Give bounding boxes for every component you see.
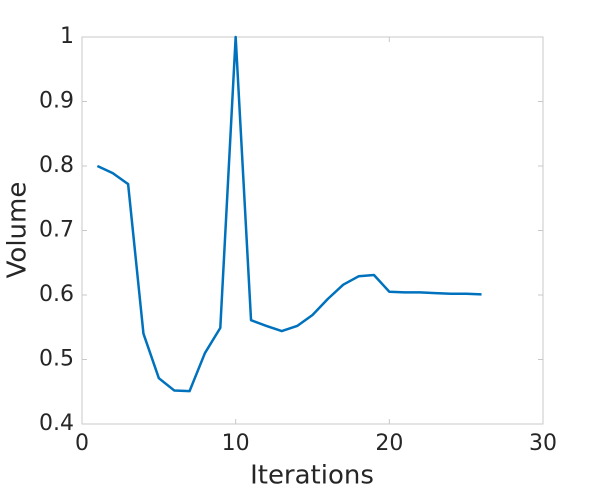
y-tick-label: 0.7 <box>39 218 74 243</box>
line <box>96 35 482 393</box>
y-axis-label: Volume <box>3 182 33 279</box>
y-tick-label: 1 <box>60 24 74 49</box>
y-tick-label: 0.6 <box>39 282 74 307</box>
x-axis-label: Iterations <box>250 461 374 491</box>
y-tick-label: 0.9 <box>39 89 74 114</box>
x-tick-label: 0 <box>75 431 89 456</box>
plot-box <box>81 36 544 425</box>
y-tick-label: 0.4 <box>39 411 74 436</box>
x-tick-label: 10 <box>222 431 250 456</box>
y-tick-label: 0.8 <box>39 153 74 178</box>
x-tick-label: 20 <box>375 431 403 456</box>
y-tick-label: 0.5 <box>39 347 74 372</box>
x-tick-label: 30 <box>529 431 557 456</box>
